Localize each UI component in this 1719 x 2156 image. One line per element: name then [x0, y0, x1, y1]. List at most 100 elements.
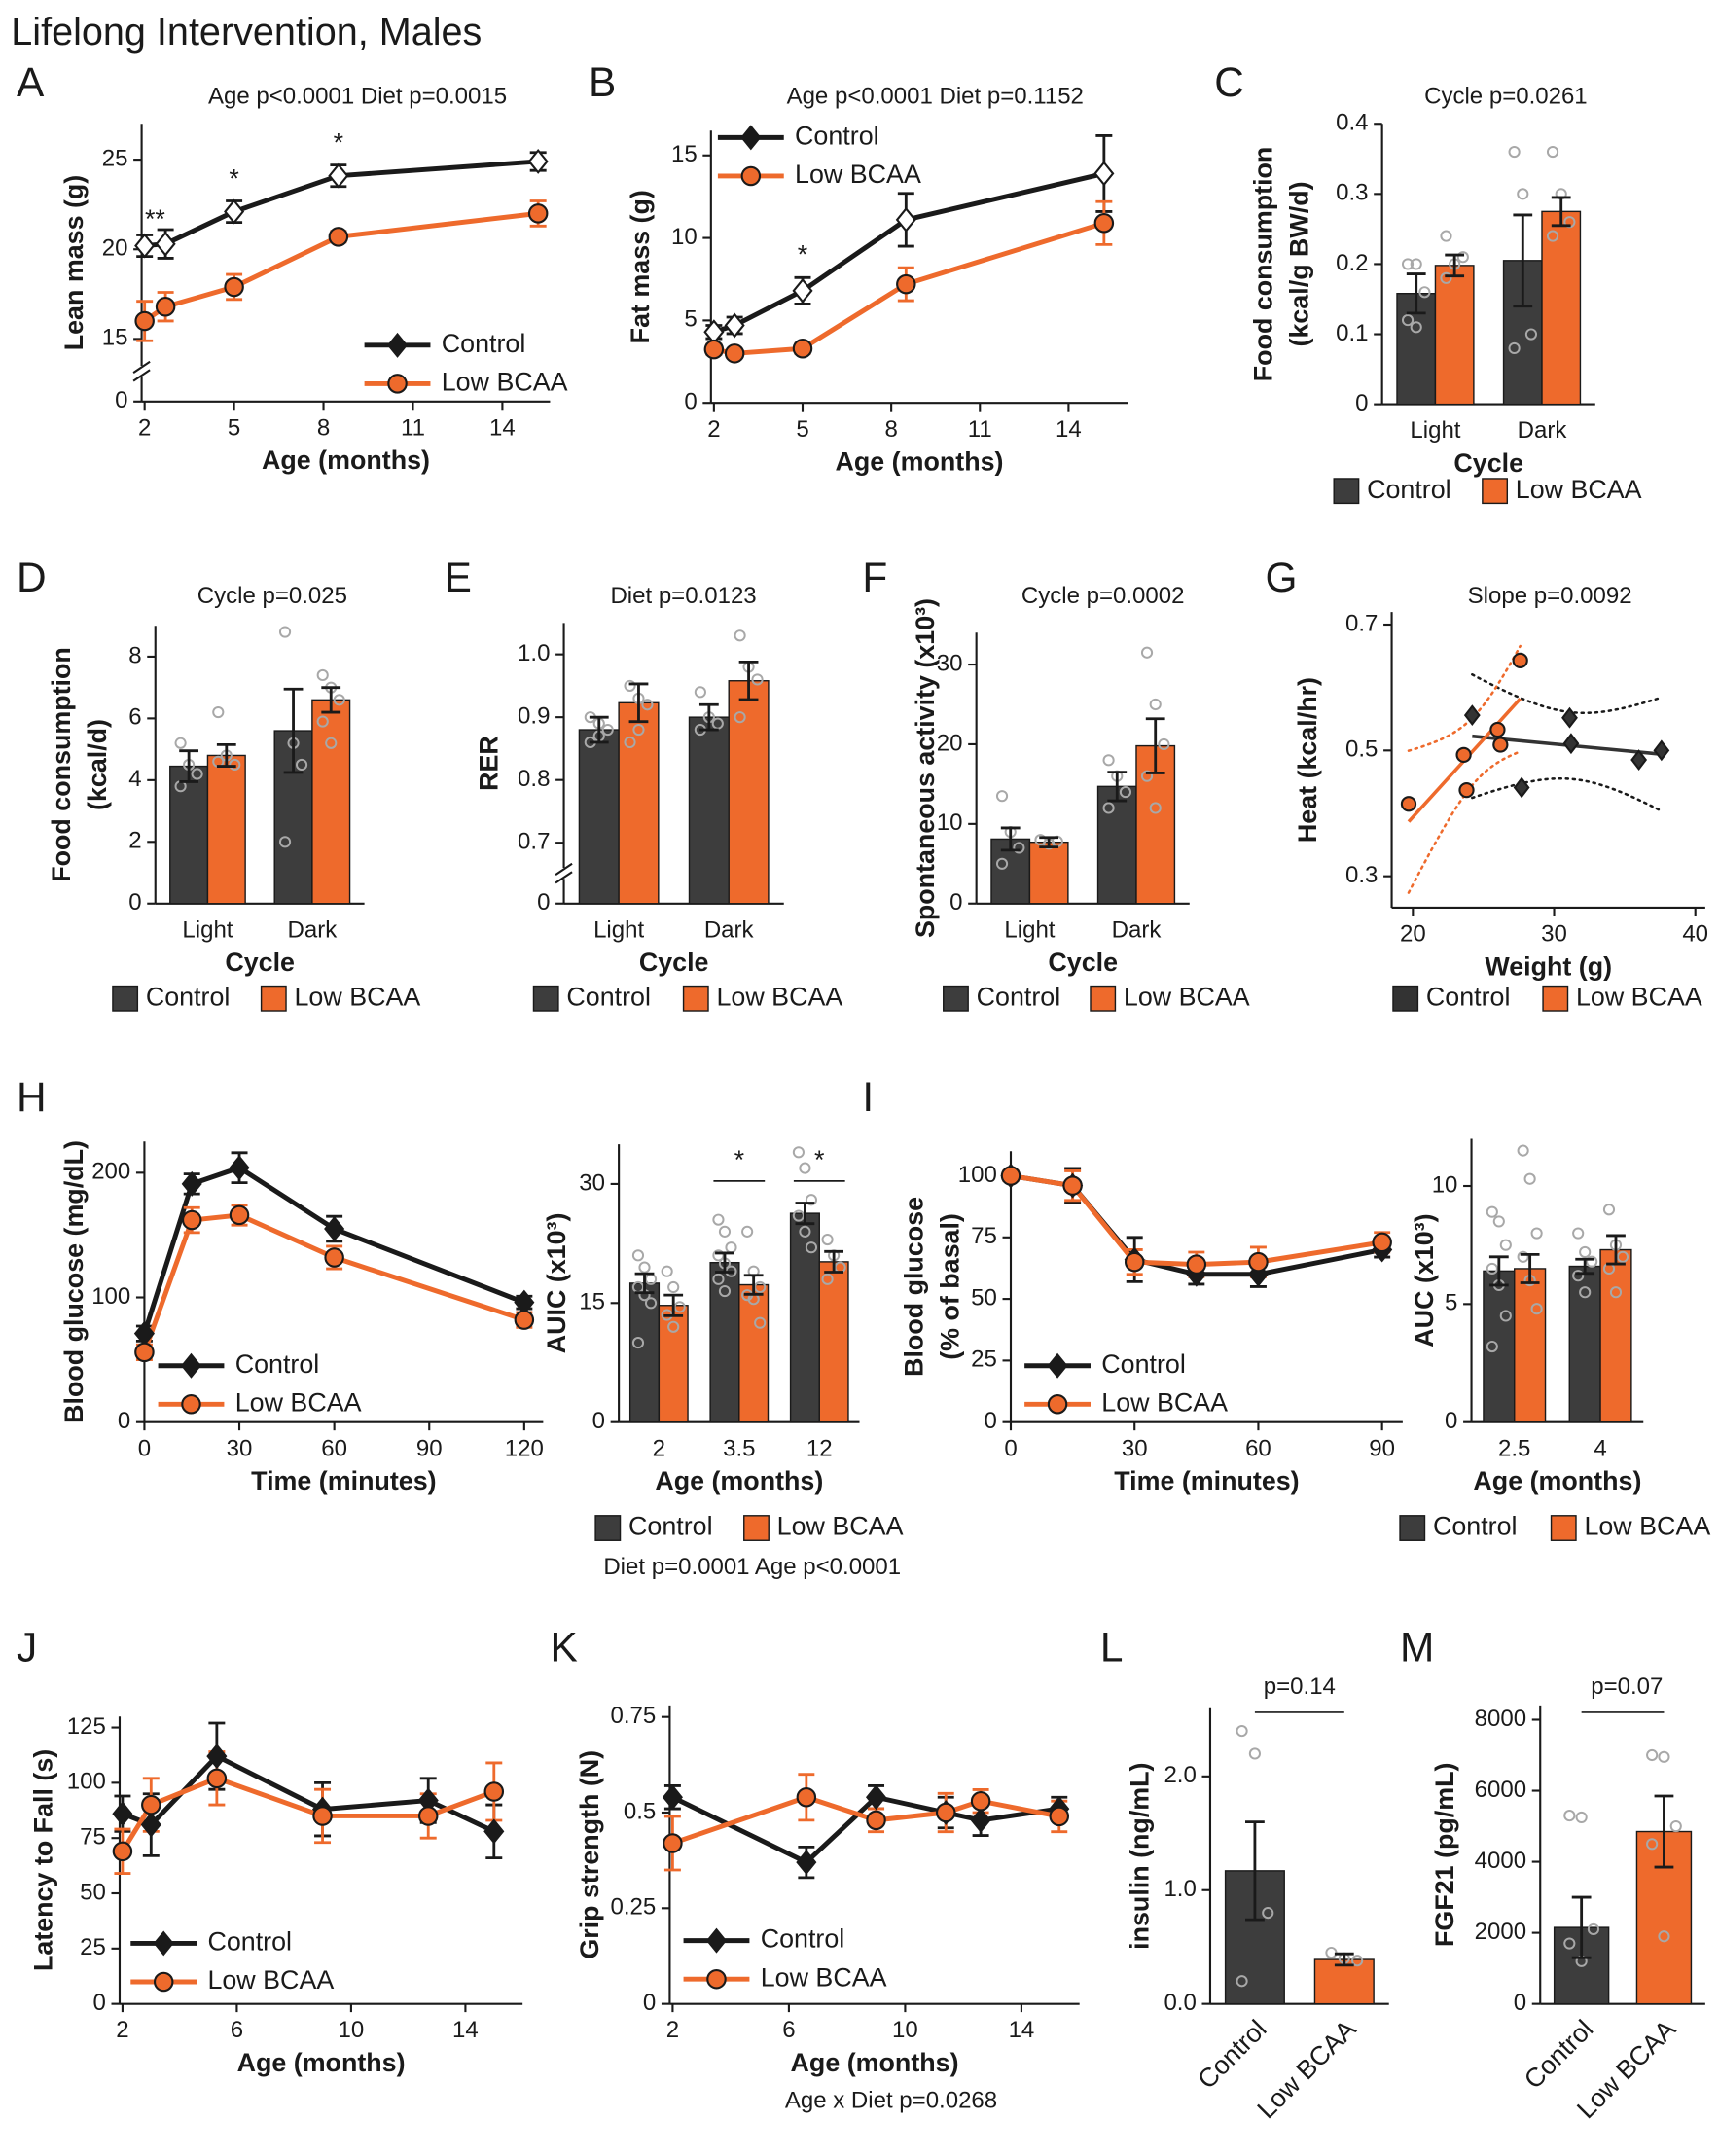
data-point — [896, 273, 916, 295]
y-tick-label: 2000 — [1475, 1919, 1526, 1945]
y-axis-title: Latency to Fall (s) — [29, 1749, 58, 1971]
error-bar — [1575, 1257, 1595, 1276]
legend-swatch — [743, 1515, 770, 1541]
bar — [206, 754, 246, 905]
individual-point — [799, 1162, 811, 1174]
individual-point — [1658, 1750, 1670, 1763]
individual-point — [1646, 1838, 1659, 1851]
individual-point — [1546, 230, 1559, 242]
individual-point — [1508, 146, 1521, 159]
individual-point — [712, 1213, 725, 1226]
error-bar — [1445, 253, 1465, 278]
chart-title: p=0.07 — [1591, 1673, 1663, 1700]
individual-point — [1563, 216, 1576, 229]
individual-point — [754, 1316, 767, 1329]
x-axis-title: Cycle — [1453, 449, 1523, 478]
y-tick-label: 0 — [118, 1408, 130, 1434]
individual-point — [641, 699, 654, 711]
bar — [1028, 841, 1069, 905]
error-bar — [1513, 213, 1533, 308]
bar — [1599, 1248, 1632, 1423]
panel-letter: D — [17, 555, 47, 600]
data-point — [229, 1155, 250, 1181]
individual-point — [229, 758, 241, 772]
data-point — [324, 1216, 345, 1242]
error-bar — [698, 702, 719, 732]
y-tick-label: 0.4 — [1336, 110, 1368, 136]
individual-point — [632, 723, 645, 737]
x-tick-label: 11 — [968, 416, 992, 443]
y-tick-label: 20 — [102, 235, 128, 262]
x-axis-title: Age (months) — [262, 446, 430, 475]
bar — [1483, 1270, 1516, 1423]
legend-swatch — [682, 985, 709, 1012]
legend-swatch — [112, 985, 139, 1012]
y-tick-label: 0.5 — [1345, 737, 1378, 763]
y-tick-label: 0.9 — [518, 703, 550, 730]
chart-title: Cycle p=0.0261 — [1424, 84, 1588, 110]
y-tick-label: 0 — [684, 389, 697, 415]
significance: * — [229, 163, 239, 193]
individual-point — [1492, 1215, 1505, 1228]
individual-point — [1401, 314, 1415, 327]
bar — [1434, 265, 1475, 406]
legend-swatch — [1399, 1515, 1426, 1541]
data-point — [155, 231, 176, 257]
data-point — [483, 1818, 505, 1845]
legend-marker — [387, 374, 408, 394]
confidence-band — [1407, 644, 1522, 752]
chart-title: Diet p=0.0123 — [610, 583, 756, 609]
individual-point — [624, 736, 636, 749]
individual-point — [821, 1233, 834, 1246]
individual-point — [1140, 770, 1154, 782]
y-tick-label: 8 — [128, 642, 141, 668]
axis-break — [555, 862, 573, 884]
individual-point — [661, 1265, 673, 1277]
x-axis-title: Age (months) — [1473, 1466, 1641, 1495]
data-point — [112, 1801, 133, 1827]
y-axis-title: FGF21 (pg/mL) — [1430, 1763, 1459, 1947]
y-tick-label: 8000 — [1475, 1706, 1526, 1732]
x-axis-title: Time (minutes) — [1114, 1466, 1299, 1495]
x-axis-title: Cycle — [225, 948, 295, 977]
individual-point — [1119, 786, 1132, 799]
x-tick-label: Dark — [1112, 916, 1163, 943]
y-tick-label: 200 — [91, 1159, 130, 1185]
legend-label: Control — [1367, 475, 1451, 504]
individual-point — [1486, 1205, 1498, 1218]
individual-point — [667, 1280, 680, 1294]
individual-point — [1563, 1937, 1576, 1950]
y-tick-label: 50 — [80, 1879, 106, 1905]
y-tick-label: 0.25 — [611, 1894, 657, 1921]
bar — [1541, 210, 1582, 406]
individual-point — [1486, 1340, 1498, 1353]
x-tick-label: Light — [1004, 916, 1055, 943]
individual-point — [1248, 1747, 1261, 1760]
y-tick-label: 4000 — [1475, 1848, 1526, 1874]
bar — [578, 729, 620, 905]
individual-point — [638, 1261, 651, 1274]
y-tick-label: 0.3 — [1345, 862, 1378, 888]
y-tick-label: 0 — [1514, 1990, 1526, 2016]
legend-marker — [740, 165, 762, 187]
data-point — [792, 338, 813, 359]
error-bar — [1145, 717, 1165, 774]
y-tick-label: 6 — [128, 704, 141, 731]
legend-label: Control — [1426, 982, 1511, 1011]
data-point — [328, 162, 349, 189]
y-tick-label: 10 — [1432, 1171, 1458, 1198]
data-point — [155, 296, 176, 317]
legend-label: Control — [207, 1927, 292, 1957]
error-bar — [738, 660, 759, 701]
data-point — [1455, 746, 1472, 763]
data-point — [1248, 1251, 1269, 1273]
legend-label: Control — [235, 1349, 320, 1379]
individual-point — [191, 768, 203, 780]
data-point — [1000, 1166, 1021, 1186]
individual-point — [1572, 1227, 1585, 1240]
legend-label: Control — [628, 1512, 713, 1541]
individual-point — [1236, 1975, 1248, 1988]
individual-point — [316, 668, 329, 682]
series-line — [671, 1794, 1060, 1865]
x-tick-label: 30 — [1541, 921, 1567, 948]
